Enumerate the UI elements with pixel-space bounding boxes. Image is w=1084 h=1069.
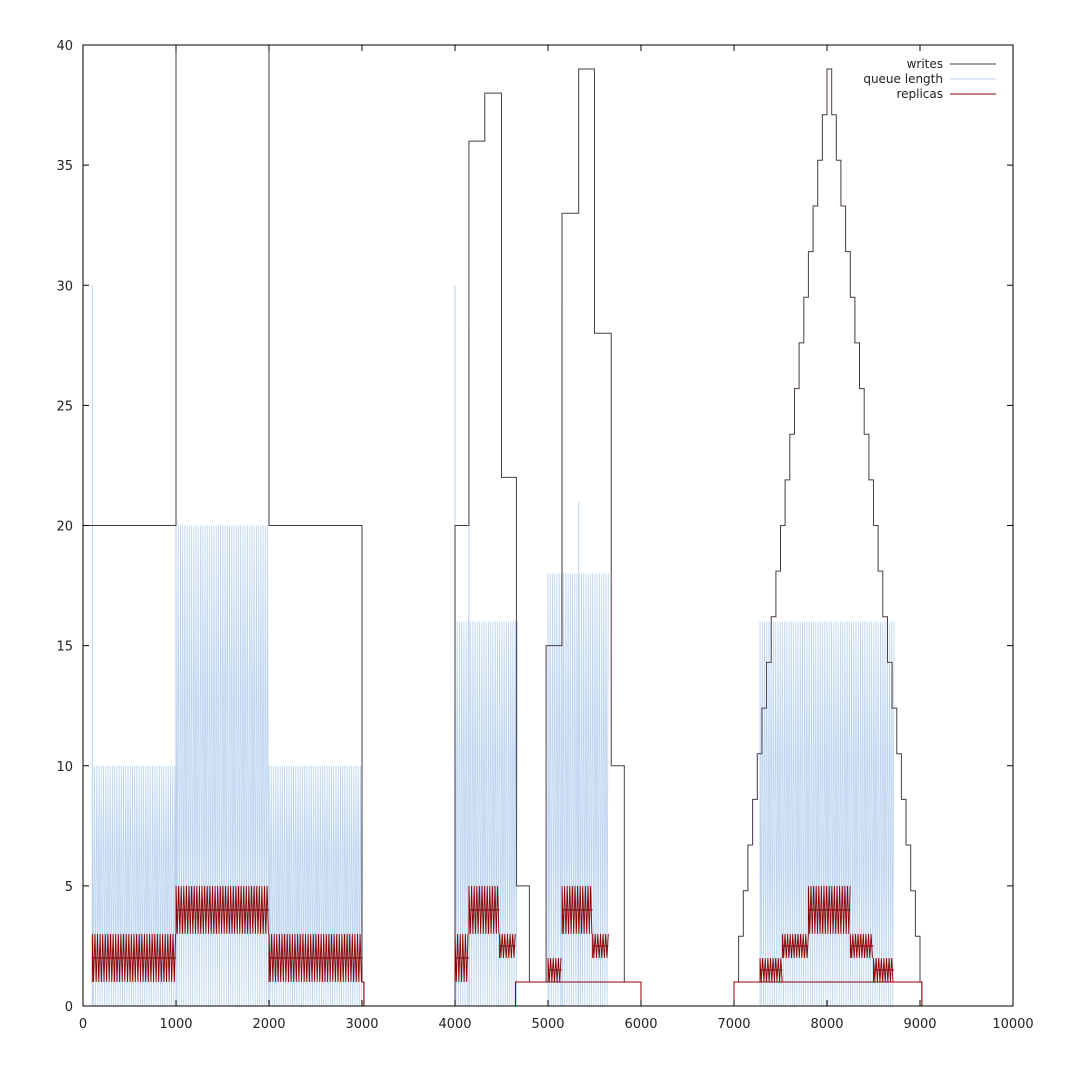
x-tick-label-9: 9000: [903, 1017, 936, 1032]
y-tick-label-6: 30: [56, 279, 73, 294]
y-tick-label-8: 40: [56, 39, 73, 54]
y-tick-label-3: 15: [56, 640, 73, 655]
replicas-segment-9: [759, 957, 783, 983]
replicas-segment-2: [268, 933, 362, 983]
replicas-segment-4: [468, 885, 500, 934]
y-tick-label-0: 0: [65, 1000, 73, 1015]
x-tick-label-1: 1000: [159, 1017, 192, 1032]
legend-label-2: replicas: [896, 87, 943, 101]
replicas-segment-1: [175, 885, 269, 934]
x-tick-label-8: 8000: [810, 1017, 843, 1032]
x-tick-label-6: 6000: [624, 1017, 657, 1032]
y-tick-label-1: 5: [65, 880, 73, 895]
replicas-segment-12: [849, 933, 873, 959]
x-tick-label-3: 3000: [345, 1017, 378, 1032]
x-tick-label-4: 4000: [438, 1017, 471, 1032]
queue-length-segment-5: [759, 621, 895, 1007]
y-tick-label-7: 35: [56, 159, 73, 174]
y-tick-label-5: 25: [56, 399, 73, 414]
legend-label-1: queue length: [863, 72, 943, 86]
replicas-segment-7: [561, 885, 593, 934]
y-tick-label-2: 10: [56, 760, 73, 775]
x-tick-label-2: 2000: [252, 1017, 285, 1032]
writes-pyramid-line: [734, 68, 921, 983]
x-axis: 0 1000 2000 3000 4000 5000 6000 7000 8000 9000 100…: [79, 45, 1034, 1032]
x-tick-label-0: 0: [79, 1017, 87, 1032]
y-axis: 0 5 10 15 20 25 30 35 40: [56, 39, 1013, 1015]
x-tick-label-5: 5000: [531, 1017, 564, 1032]
queue-length-segment-3: [454, 621, 518, 1007]
x-tick-label-10: 10000: [992, 1017, 1033, 1032]
x-tick-label-7: 7000: [717, 1017, 750, 1032]
y-tick-label-4: 20: [56, 520, 73, 535]
legend-label-0: writes: [907, 57, 943, 71]
